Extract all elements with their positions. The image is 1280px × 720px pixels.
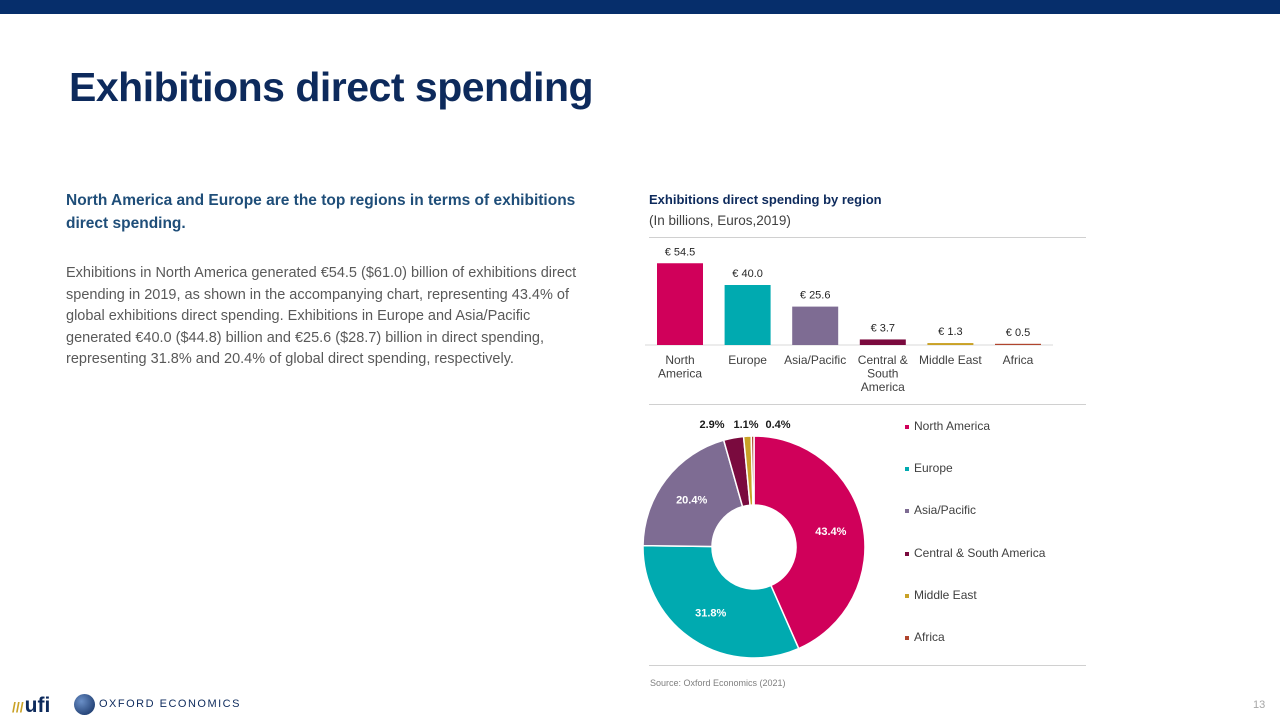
lead-statement: North America and Europe are the top reg… xyxy=(66,192,576,232)
legend-swatch xyxy=(905,467,909,471)
chart-middle-divider xyxy=(649,404,1086,405)
oxford-economics-text: OXFORD ECONOMICS xyxy=(99,698,241,710)
ufi-logo-text: ufi xyxy=(24,694,51,717)
category-label: America xyxy=(861,380,905,394)
legend-label: Central & South America xyxy=(914,546,1046,560)
bar-value-label: € 0.5 xyxy=(1006,327,1030,339)
category-label: Middle East xyxy=(919,353,982,367)
bar-value-label: € 54.5 xyxy=(665,246,696,258)
legend-swatch xyxy=(905,594,909,598)
bar-value-label: € 25.6 xyxy=(800,290,831,302)
bar xyxy=(927,343,974,345)
source-note: Source: Oxford Economics (2021) xyxy=(650,678,786,688)
ufi-mark-icon: /// xyxy=(12,699,24,715)
chart-bottom-divider xyxy=(649,665,1086,666)
donut-value-label: 20.4% xyxy=(676,494,707,506)
donut-slice xyxy=(753,435,866,650)
bar xyxy=(859,339,906,345)
globe-icon xyxy=(74,694,95,715)
body-paragraph: Exhibitions in North America generated €… xyxy=(66,265,577,368)
legend-swatch xyxy=(905,425,909,429)
legend-swatch xyxy=(905,509,909,513)
donut-value-label: 31.8% xyxy=(695,607,726,619)
chart-title: Exhibitions direct spending by region xyxy=(649,192,882,207)
bar xyxy=(724,285,771,345)
ufi-logo: ///ufi xyxy=(12,694,50,718)
bar xyxy=(995,343,1041,345)
top-banner xyxy=(0,0,1280,14)
donut-slice xyxy=(750,435,755,506)
category-label: Asia/Pacific xyxy=(784,353,846,367)
legend-swatch xyxy=(905,636,909,640)
bar-value-label: € 1.3 xyxy=(938,326,962,338)
category-label: Europe xyxy=(728,353,767,367)
chart-top-divider xyxy=(649,237,1086,238)
category-label: Africa xyxy=(1003,353,1034,367)
donut-value-label: 2.9% xyxy=(699,419,724,431)
legend-label: Europe xyxy=(914,461,953,475)
chart-subtitle: (In billions, Euros,2019) xyxy=(649,213,791,228)
donut-slice xyxy=(642,439,744,548)
donut-value-label: 43.4% xyxy=(815,526,846,538)
bar-value-label: € 3.7 xyxy=(871,322,895,334)
bar xyxy=(792,306,839,345)
legend-label: Asia/Pacific xyxy=(914,503,977,517)
category-label: America xyxy=(658,367,702,381)
category-label: Central & xyxy=(858,353,908,367)
legend-swatch xyxy=(905,552,909,556)
page-title: Exhibitions direct spending xyxy=(69,64,594,110)
legend-label: Middle East xyxy=(914,588,977,602)
category-label: North xyxy=(665,353,694,367)
page-number: 13 xyxy=(1253,699,1266,711)
bar xyxy=(657,263,703,345)
donut-value-label: 1.1% xyxy=(733,419,758,431)
legend-label: North America xyxy=(914,419,991,433)
donut-slice xyxy=(642,544,800,659)
donut-value-label: 0.4% xyxy=(765,419,790,431)
category-label: South xyxy=(867,367,898,381)
donut-chart: 43.4% 31.8% 20.4% 2.9% 1.1% 0.4% xyxy=(642,419,866,659)
legend-label: Africa xyxy=(914,630,945,644)
bar-value-label: € 40.0 xyxy=(732,268,763,280)
